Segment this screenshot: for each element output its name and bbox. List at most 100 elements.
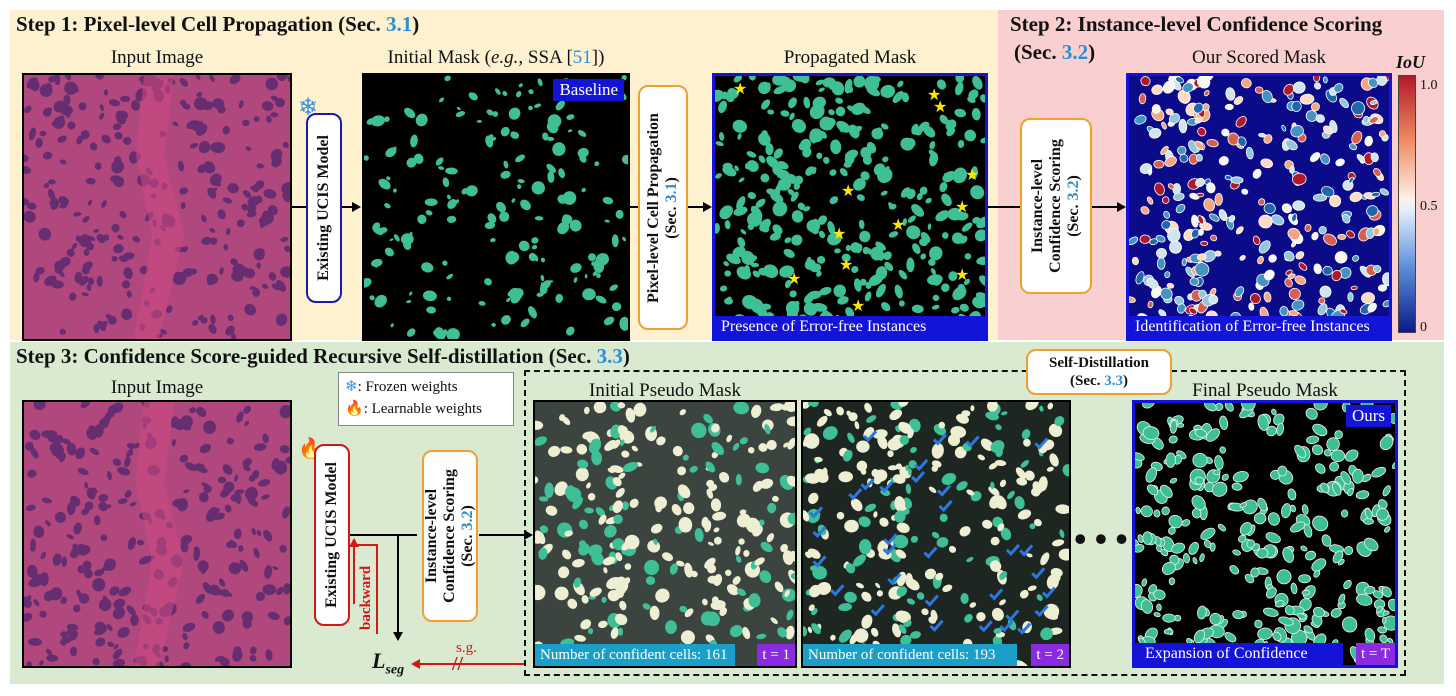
nucleus-blob xyxy=(1303,625,1313,634)
scored-caption: Identification of Error-free Instances xyxy=(1129,316,1389,338)
nucleus-blob xyxy=(724,220,731,230)
self-distillation-region xyxy=(524,370,1406,676)
nucleus-blob xyxy=(747,212,762,227)
nucleus-blob xyxy=(1199,553,1205,563)
nucleus-blob xyxy=(1347,488,1354,497)
nucleus-blob xyxy=(766,533,775,543)
nucleus-blob xyxy=(496,201,506,213)
nucleus-blob xyxy=(77,544,91,556)
nucleus-blob xyxy=(1168,577,1176,586)
nucleus-blob xyxy=(534,103,542,108)
nucleus-blob xyxy=(1153,509,1161,518)
nucleus-blob xyxy=(881,302,891,312)
nucleus-blob xyxy=(845,244,851,252)
nucleus-blob xyxy=(900,187,911,198)
nucleus-blob xyxy=(959,526,971,537)
nucleus-blob xyxy=(631,445,638,452)
nucleus-blob xyxy=(576,444,588,455)
nucleus-blob xyxy=(285,456,290,464)
nucleus-blob xyxy=(941,473,957,485)
nucleus-blob xyxy=(1299,93,1315,105)
nucleus-blob xyxy=(562,416,571,426)
nucleus-blob xyxy=(1318,226,1327,235)
nucleus-blob xyxy=(879,517,889,527)
nucleus-blob xyxy=(784,402,795,412)
nucleus-blob xyxy=(1196,192,1205,198)
nucleus-blob xyxy=(954,108,967,118)
nucleus-blob xyxy=(1156,248,1167,259)
step3-title: Step 3: Confidence Score-guided Recursiv… xyxy=(16,344,630,368)
nucleus-blob xyxy=(833,284,846,298)
nucleus-blob xyxy=(817,215,828,225)
nucleus-blob xyxy=(1258,132,1267,138)
nucleus-blob xyxy=(1047,402,1054,410)
nucleus-blob xyxy=(446,328,460,339)
nucleus-blob xyxy=(39,130,47,137)
nucleus-blob xyxy=(603,316,615,326)
nucleus-blob xyxy=(971,107,981,121)
nucleus-blob xyxy=(787,512,795,525)
nucleus-blob xyxy=(1290,504,1296,513)
nucleus-blob xyxy=(39,84,53,97)
nucleus-blob xyxy=(578,540,587,548)
nucleus-blob xyxy=(244,303,257,316)
nucleus-blob xyxy=(486,109,494,116)
nucleus-blob xyxy=(179,77,189,87)
nucleus-blob xyxy=(179,454,189,463)
nucleus-blob xyxy=(856,194,865,201)
nucleus-blob xyxy=(78,102,87,111)
nucleus-blob xyxy=(618,472,626,479)
nucleus-blob xyxy=(39,610,47,618)
nucleus-blob xyxy=(1313,263,1322,275)
nucleus-blob xyxy=(1287,273,1296,280)
nucleus-blob xyxy=(931,460,942,468)
nucleus-blob xyxy=(1161,196,1170,204)
nucleus-blob xyxy=(584,507,594,514)
nucleus-blob xyxy=(465,185,478,197)
nucleus-blob xyxy=(897,80,904,88)
nucleus-blob xyxy=(179,187,189,195)
nucleus-blob xyxy=(446,273,454,280)
nucleus-blob xyxy=(772,201,788,217)
nucleus-blob xyxy=(546,163,556,173)
nucleus-blob xyxy=(786,475,795,487)
nucleus-blob xyxy=(609,284,618,291)
scored-mask-image: Identification of Error-free Instances xyxy=(1126,73,1392,341)
s3-scoring-line2: Confidence Scoring xyxy=(441,469,458,603)
nucleus-blob xyxy=(503,160,509,169)
nucleus-blob xyxy=(38,227,52,241)
nucleus-blob xyxy=(1024,470,1035,481)
nucleus-blob xyxy=(25,504,36,512)
nucleus-blob xyxy=(645,576,656,585)
nucleus-blob xyxy=(207,507,218,518)
nucleus-blob xyxy=(1320,153,1331,165)
nucleus-blob xyxy=(1292,200,1306,211)
nucleus-blob xyxy=(910,535,919,543)
nucleus-blob xyxy=(992,635,1003,647)
nucleus-blob xyxy=(97,320,106,332)
nucleus-blob xyxy=(1175,203,1186,214)
nucleus-blob xyxy=(864,291,872,302)
nucleus-blob xyxy=(222,125,231,135)
nucleus-blob xyxy=(980,438,994,451)
nucleus-blob xyxy=(744,264,751,273)
nucleus-blob xyxy=(828,83,833,90)
nucleus-blob xyxy=(95,637,106,647)
nucleus-blob xyxy=(183,642,190,650)
nucleus-blob xyxy=(245,487,258,501)
nucleus-blob xyxy=(1020,460,1030,468)
nucleus-blob xyxy=(1350,285,1358,291)
nucleus-blob xyxy=(1192,452,1208,468)
nucleus-blob xyxy=(604,219,610,223)
nucleus-blob xyxy=(733,76,743,83)
initial-mask-image: Baseline xyxy=(362,73,630,341)
nucleus-blob xyxy=(856,460,868,472)
nucleus-blob xyxy=(669,563,678,575)
nucleus-blob xyxy=(82,216,90,223)
nucleus-blob xyxy=(99,112,105,120)
nucleus-blob xyxy=(809,104,825,120)
nucleus-blob xyxy=(270,112,279,118)
nucleus-blob xyxy=(203,161,216,174)
nucleus-blob xyxy=(276,75,286,82)
nucleus-blob xyxy=(1237,136,1247,147)
